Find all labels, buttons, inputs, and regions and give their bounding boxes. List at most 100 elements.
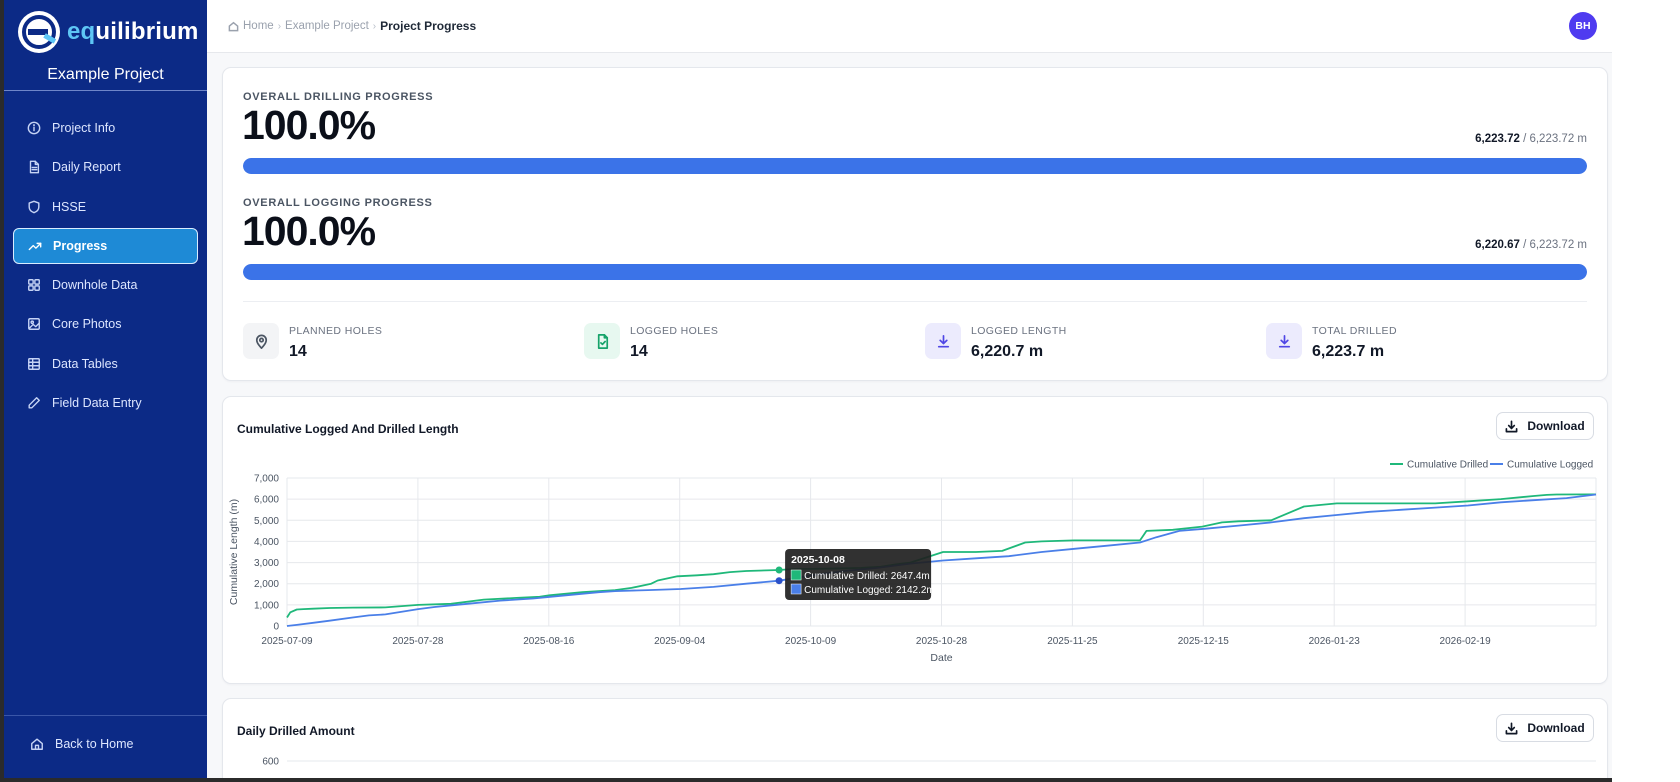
table-icon xyxy=(28,357,40,370)
sidebar-item-field-data-entry[interactable]: Field Data Entry xyxy=(13,385,198,421)
drilling-progress-bar xyxy=(243,158,1587,174)
sidebar-nav: Project Info Daily Report HSSE Progress … xyxy=(4,110,207,424)
sidebar-item-label: Daily Report xyxy=(52,160,121,175)
daily-drilled-chart-card: Daily Drilled Amount Download 600 xyxy=(222,698,1608,782)
stat-icon-box xyxy=(584,323,620,359)
sidebar-item-label: Core Photos xyxy=(52,317,122,332)
drilling-progress-label: OVERALL DRILLING PROGRESS xyxy=(243,91,434,103)
chart-title: Daily Drilled Amount xyxy=(237,724,355,738)
chart-title: Cumulative Logged And Drilled Length xyxy=(237,422,459,436)
progress-summary-card: OVERALL DRILLING PROGRESS 100.0% 6,223.7… xyxy=(222,67,1608,381)
sidebar-item-hsse[interactable]: HSSE xyxy=(13,189,198,225)
brand-name-prefix: eq xyxy=(67,18,96,45)
y-tick-label: 2,000 xyxy=(254,579,279,590)
logging-progress-bar xyxy=(243,264,1587,280)
equilibrium-logo-icon xyxy=(18,11,60,53)
logging-progress-label: OVERALL LOGGING PROGRESS xyxy=(243,197,433,209)
download-label: Download xyxy=(1527,419,1585,433)
pencil-icon xyxy=(28,397,40,409)
sidebar-item-core-photos[interactable]: Core Photos xyxy=(13,306,198,342)
info-icon xyxy=(27,121,41,135)
breadcrumb-current: Project Progress xyxy=(380,19,477,33)
sidebar-item-project-info[interactable]: Project Info xyxy=(13,110,198,146)
tooltip-line-logged: Cumulative Logged: 2142.2m xyxy=(804,585,935,596)
stat-icon-box xyxy=(925,323,961,359)
x-tick-label: 2026-02-19 xyxy=(1440,636,1492,647)
brand-name-suffix: uilibrium xyxy=(95,18,199,45)
stat-value: 14 xyxy=(630,343,648,360)
stat-logged-length: LOGGED LENGTH 6,220.7 m xyxy=(925,323,1067,361)
drilling-done: 6,223.72 xyxy=(1475,133,1520,145)
download-button[interactable]: Download xyxy=(1496,714,1594,742)
sidebar-item-progress[interactable]: Progress xyxy=(13,227,198,264)
sidebar-item-label: HSSE xyxy=(52,199,87,214)
user-avatar[interactable]: BH xyxy=(1569,12,1597,40)
sidebar-divider xyxy=(4,90,207,91)
home-icon xyxy=(31,738,43,750)
chevron-right-icon: › xyxy=(372,20,377,32)
logging-progress-ratio: 6,220.67 / 6,223.72 m xyxy=(1475,239,1587,251)
x-tick-label: 2025-10-28 xyxy=(916,636,968,647)
shield-icon xyxy=(28,200,40,213)
sidebar-item-label: Project Info xyxy=(52,121,116,135)
cumulative-line-chart[interactable]: 0 1,000 2,000 3,000 4,000 5,000 6,000 7,000 2025… xyxy=(223,397,1609,685)
image-icon xyxy=(28,318,40,331)
y-axis-label: Cumulative Length (m) xyxy=(228,499,240,605)
x-tick-label: 2025-07-09 xyxy=(261,636,313,647)
stat-total-drilled: TOTAL DRILLED 6,223.7 m xyxy=(1266,323,1397,361)
stat-value: 14 xyxy=(289,343,307,360)
tooltip-date: 2025-10-08 xyxy=(791,554,845,566)
stat-label: LOGGED HOLES xyxy=(630,325,719,337)
file-check-icon xyxy=(597,333,608,349)
stat-icon-box xyxy=(243,323,279,359)
drilling-total: / 6,223.72 m xyxy=(1519,133,1587,145)
download-icon xyxy=(937,334,949,348)
x-tick-label: 2025-09-04 xyxy=(654,636,706,647)
app-frame: equilibrium Example Project Project Info… xyxy=(0,0,1612,782)
logging-total: / 6,223.72 m xyxy=(1519,239,1587,251)
tooltip-point-drilled xyxy=(775,566,783,574)
y-tick-label: 600 xyxy=(262,757,279,768)
sidebar-item-label: Data Tables xyxy=(52,356,118,371)
breadcrumb-project[interactable]: Example Project xyxy=(285,20,369,32)
logging-progress-percent: 100.0% xyxy=(242,208,376,254)
window-right-margin xyxy=(1612,0,1680,782)
sidebar: equilibrium Example Project Project Info… xyxy=(0,0,207,778)
drilling-progress-fill xyxy=(243,158,1587,174)
x-tick-label: 2025-12-15 xyxy=(1178,636,1230,647)
map-pin-icon xyxy=(255,334,267,349)
tooltip-line-drilled: Cumulative Drilled: 2647.4m xyxy=(804,571,930,582)
legend-label: Cumulative Logged xyxy=(1507,460,1593,471)
sidebar-item-label: Field Data Entry xyxy=(52,396,142,411)
brand-logo[interactable]: equilibrium xyxy=(16,8,199,56)
y-tick-label: 4,000 xyxy=(254,537,279,548)
stat-label: TOTAL DRILLED xyxy=(1312,325,1397,337)
daily-drilled-bar-chart[interactable]: 600 xyxy=(223,699,1609,782)
sidebar-item-label: Progress xyxy=(53,238,108,253)
download-label: Download xyxy=(1527,721,1585,735)
x-tick-label: 2026-01-23 xyxy=(1309,636,1361,647)
back-to-home-label: Back to Home xyxy=(55,737,134,751)
y-tick-label: 3,000 xyxy=(254,558,279,569)
stat-value: 6,223.7 m xyxy=(1312,343,1385,360)
sidebar-item-data-tables[interactable]: Data Tables xyxy=(13,346,198,382)
sidebar-project-name: Example Project xyxy=(47,66,164,83)
stat-value: 6,220.7 m xyxy=(971,343,1044,360)
document-icon xyxy=(29,160,40,174)
back-to-home-link[interactable]: Back to Home xyxy=(30,737,134,751)
stat-icon-box xyxy=(1266,323,1302,359)
sidebar-item-downhole-data[interactable]: Downhole Data xyxy=(13,267,198,303)
stat-label: LOGGED LENGTH xyxy=(971,325,1067,337)
breadcrumb-home[interactable]: Home xyxy=(243,20,274,32)
grid-icon xyxy=(28,279,40,292)
download-button[interactable]: Download xyxy=(1496,412,1594,440)
sidebar-item-daily-report[interactable]: Daily Report xyxy=(13,149,198,185)
tooltip-swatch-drilled xyxy=(790,569,802,581)
stat-text: LOGGED LENGTH 6,220.7 m xyxy=(971,323,1067,361)
x-axis-label: Date xyxy=(930,652,952,664)
x-tick-label: 2025-11-25 xyxy=(1047,636,1098,647)
x-tick-label: 2025-08-16 xyxy=(523,636,575,647)
window-bottom-edge xyxy=(0,778,1612,782)
y-tick-label: 6,000 xyxy=(254,495,279,506)
trending-up-icon xyxy=(28,242,42,251)
